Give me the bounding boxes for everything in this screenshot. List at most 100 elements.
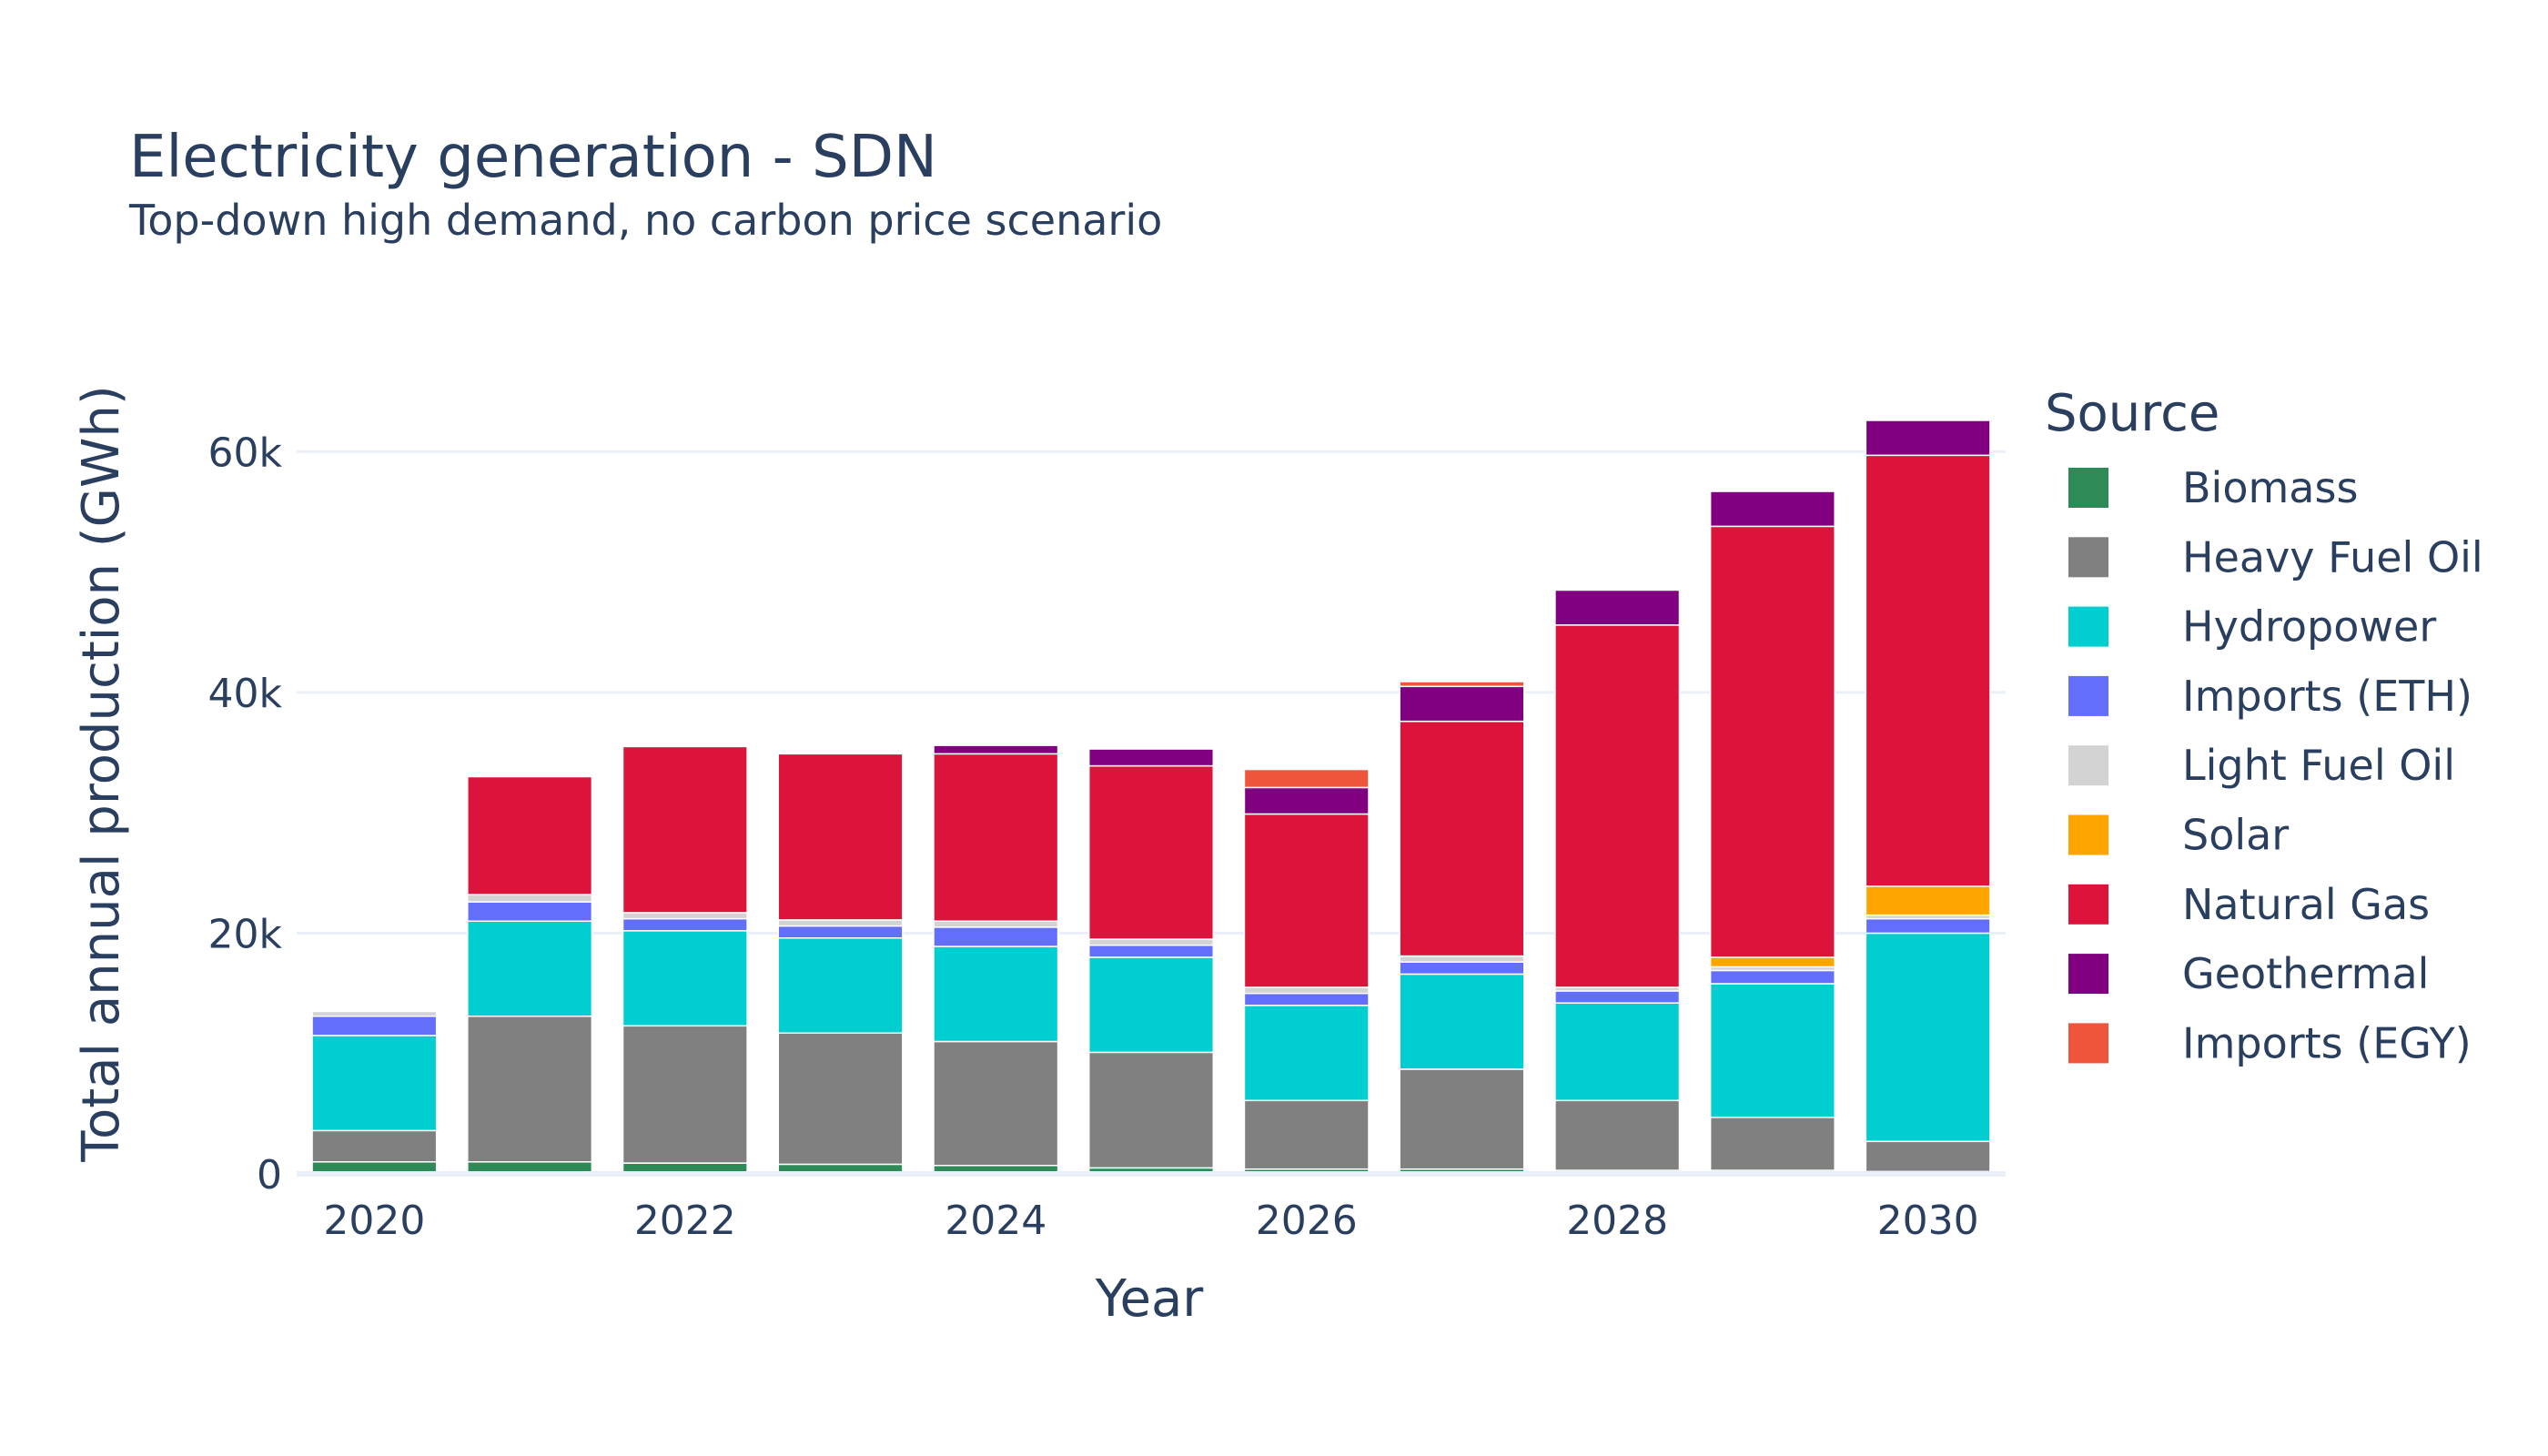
bar-segment [622,917,748,932]
bar-segment [1554,1002,1681,1102]
bar-segment [1709,1117,1835,1171]
bar-stacks [311,420,1991,1175]
legend-title: Source [2045,384,2219,443]
bar-segment [622,1025,748,1164]
bar-segment [933,920,1059,928]
bar-segment [1399,955,1525,963]
bar-segment [1243,1099,1370,1170]
legend-label: Biomass [2182,463,2358,512]
bar-segment [467,901,593,922]
bar-segment [1709,983,1835,1118]
bar-segment [1399,685,1525,723]
x-tick-label: 2024 [945,1198,1046,1244]
bar-segment [1554,1099,1681,1171]
bar-segment [1243,813,1370,988]
bar-segment [1865,885,1991,916]
bar-segment [1709,956,1835,968]
y-axis-label: Total annual production (GWh) [72,385,131,1163]
bar-segment [1087,1051,1215,1169]
legend-swatch [2068,675,2108,716]
bar-segment [622,745,748,914]
bar-segment [933,926,1059,947]
y-axis-ticks: 0 20k 40k 60k [208,430,283,1198]
bar-segment [1399,961,1525,976]
x-tick-label: 2030 [1877,1198,1979,1244]
bar-segment [1865,420,1991,457]
bar-segment [1087,938,1215,946]
bar-segment [1709,525,1835,958]
x-tick-label: 2028 [1566,1198,1668,1244]
bar-segment [467,920,593,1017]
legend-swatch [2068,814,2108,855]
bar-segment [933,945,1059,1043]
x-tick-label: 2022 [634,1198,736,1244]
legend-label: Hydropower [2182,602,2436,652]
bar-segment [467,1015,593,1163]
bar-segment [1087,956,1215,1054]
bar-segment [1709,969,1835,985]
legend-swatch [2068,884,2108,925]
chart-subtitle: Top-down high demand, no carbon price sc… [128,196,1162,245]
legend-label: Solar [2182,811,2289,860]
bar-segment [311,1129,438,1163]
legend-swatch [2068,468,2108,508]
legend-swatch [2068,745,2108,786]
bar-segment [311,1015,438,1036]
legend-swatch [2068,954,2108,995]
y-tick-label: 20k [208,911,283,957]
bar-segment [1865,454,1991,887]
bar-segment [1865,917,1991,935]
chart-title: Electricity generation - SDN [129,124,937,191]
legend-label: Imports (EGY) [2182,1018,2472,1067]
bar-segment [1399,973,1525,1070]
legend: Source Biomass Heavy Fuel Oil Hydropower Im… [2045,384,2483,1067]
bar-segment [777,753,904,921]
legend-items: Biomass Heavy Fuel Oil Hydropower Imports (… [2068,463,2483,1067]
bar-segment [1554,624,1681,988]
legend-swatch [2068,1023,2108,1064]
bar-segment [1243,1005,1370,1102]
legend-label: Heavy Fuel Oil [2182,532,2483,581]
bar-segment [1709,490,1835,528]
legend-label: Natural Gas [2182,880,2430,929]
bar-segment [1865,932,1991,1143]
bar-segment [1243,786,1370,815]
bar-segment [1399,681,1525,688]
bar-segment [1087,748,1215,767]
bar-segment [467,775,593,895]
x-axis-label: Year [1095,1269,1205,1329]
bar-segment [1243,986,1370,995]
bar-segment [1554,589,1681,626]
bar-segment [1399,1068,1525,1170]
bar-segment [777,936,904,1034]
bar-segment [311,1035,438,1132]
legend-label: Light Fuel Oil [2182,741,2455,790]
bar-segment [1243,992,1370,1006]
bar-segment [933,1040,1059,1167]
bar-segment [1087,764,1215,940]
x-axis-ticks: 2020 2022 2024 2026 2028 2030 [323,1198,1978,1244]
bar-segment [933,744,1059,755]
bar-segment [1399,720,1525,957]
bar-segment [622,912,748,920]
x-tick-label: 2020 [323,1198,425,1244]
bar-segment [1087,944,1215,958]
y-tick-label: 0 [257,1152,282,1198]
legend-swatch [2068,537,2108,578]
y-tick-label: 60k [208,430,283,476]
bar-segment [1554,990,1681,1004]
x-tick-label: 2026 [1256,1198,1358,1244]
bar-segment [1865,1140,1991,1173]
y-tick-label: 40k [208,671,283,717]
legend-swatch [2068,606,2108,647]
bar-segment [1243,768,1370,789]
legend-label: Imports (ETH) [2182,672,2472,721]
bar-segment [622,930,748,1027]
bar-segment [933,753,1059,922]
legend-label: Geothermal [2182,949,2429,998]
bar-segment [777,919,904,927]
bar-segment [467,894,593,903]
bar-segment [777,925,904,939]
